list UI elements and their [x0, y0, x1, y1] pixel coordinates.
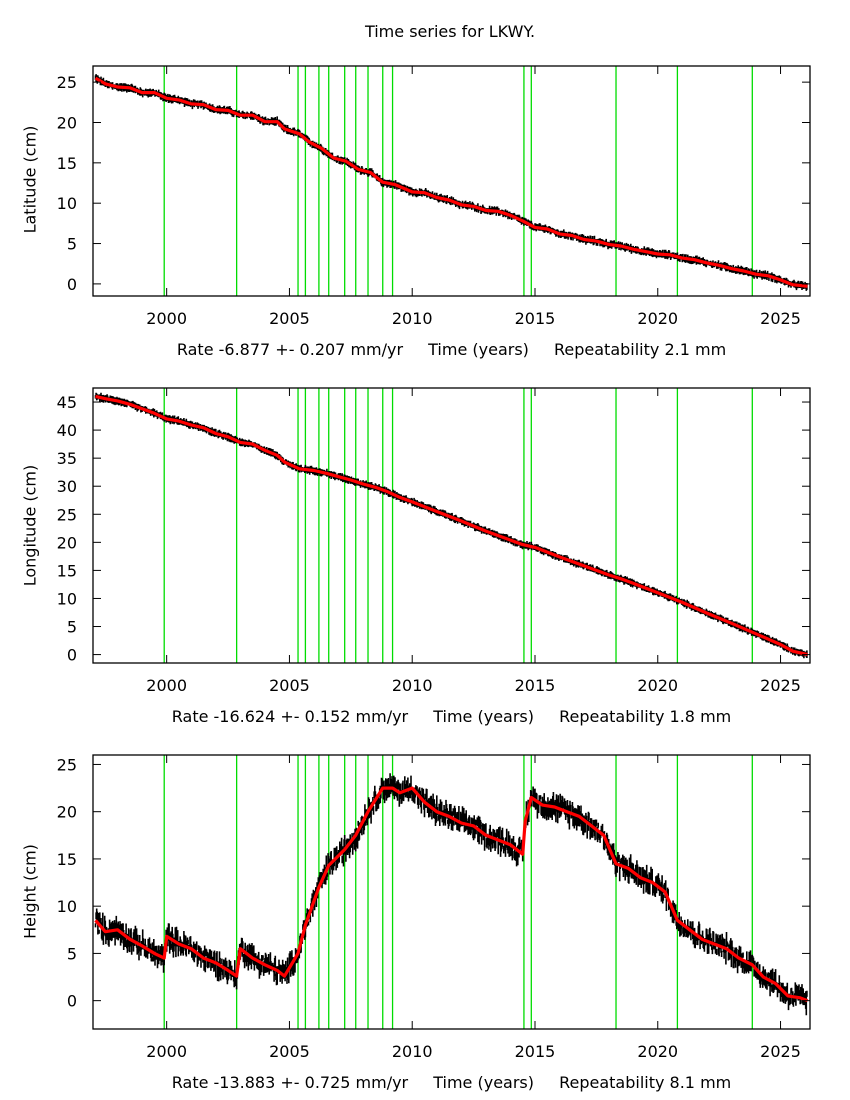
x-tick-label: 2020: [637, 1042, 678, 1061]
x-tick-label: 2025: [760, 309, 801, 328]
x-tick-label: 2010: [392, 309, 433, 328]
y-tick-label: 5: [67, 944, 77, 963]
x-tick-label: 2000: [146, 1042, 187, 1061]
model-line: [94, 786, 809, 1003]
y-tick-label: 25: [57, 505, 77, 524]
y-tick-label: 0: [67, 646, 77, 665]
x-axis-label: Time (years): [433, 1073, 534, 1092]
x-tick-label: 2005: [269, 309, 310, 328]
y-tick-label: 15: [57, 850, 77, 869]
plot-frame: [92, 754, 811, 1030]
plot-frame: [92, 387, 811, 664]
x-axis-caption: Rate -6.877 +- 0.207 mm/yr Time (years) …: [93, 340, 810, 359]
rate-label: Rate -6.877 +- 0.207 mm/yr: [176, 340, 404, 359]
x-tick-label: 2015: [515, 309, 556, 328]
y-tick-label: 0: [67, 275, 77, 294]
y-tick-label: 10: [57, 589, 77, 608]
y-tick-label: 30: [57, 477, 77, 496]
x-tick-label: 2005: [269, 1042, 310, 1061]
x-tick-label: 2010: [392, 676, 433, 695]
repeatability-label: Repeatability 1.8 mm: [559, 707, 732, 726]
model-line: [95, 394, 808, 657]
y-tick-label: 20: [57, 803, 77, 822]
y-tick-label: 5: [67, 618, 77, 637]
rate-label: Rate -16.624 +- 0.152 mm/yr: [171, 707, 409, 726]
chart-title: Time series for LKWY.: [364, 22, 536, 41]
x-tick-label: 2015: [515, 1042, 556, 1061]
x-tick-label: 2000: [146, 309, 187, 328]
y-tick-label: 0: [67, 992, 77, 1011]
y-tick-label: 15: [57, 154, 77, 173]
rate-label: Rate -13.883 +- 0.725 mm/yr: [171, 1073, 409, 1092]
y-tick-label: 25: [57, 73, 77, 92]
x-axis-caption: Rate -13.883 +- 0.725 mm/yr Time (years)…: [93, 1073, 810, 1092]
x-axis-label: Time (years): [428, 340, 529, 359]
model-line: [94, 76, 808, 288]
y-tick-label: 10: [57, 897, 77, 916]
y-tick-label: 20: [57, 533, 77, 552]
y-tick-label: 10: [57, 194, 77, 213]
y-tick-label: 35: [57, 449, 77, 468]
x-axis-label: Time (years): [433, 707, 534, 726]
data-points: [94, 74, 808, 291]
y-tick-label: 15: [57, 561, 77, 580]
y-tick-label: 40: [57, 421, 77, 440]
y-tick-label: 20: [57, 113, 77, 132]
x-tick-label: 2005: [269, 676, 310, 695]
x-tick-label: 2020: [637, 676, 678, 695]
x-axis-caption: Rate -16.624 +- 0.152 mm/yr Time (years)…: [93, 707, 810, 726]
x-tick-label: 2025: [760, 1042, 801, 1061]
x-tick-label: 2020: [637, 309, 678, 328]
plot-frame: [92, 65, 811, 297]
repeatability-label: Repeatability 2.1 mm: [554, 340, 727, 359]
data-points: [94, 773, 808, 1016]
x-tick-label: 2015: [515, 676, 556, 695]
x-tick-label: 2000: [146, 676, 187, 695]
plot-area-1: 2000 2005 2010 2015 2020 20250510152025303540…: [57, 387, 811, 695]
repeatability-label: Repeatability 8.1 mm: [559, 1073, 732, 1092]
x-tick-label: 2010: [392, 1042, 433, 1061]
y-tick-label: 45: [57, 393, 77, 412]
y-tick-label: 5: [67, 235, 77, 254]
data-points: [94, 392, 808, 659]
y-tick-label: 25: [57, 755, 77, 774]
x-tick-label: 2025: [760, 676, 801, 695]
